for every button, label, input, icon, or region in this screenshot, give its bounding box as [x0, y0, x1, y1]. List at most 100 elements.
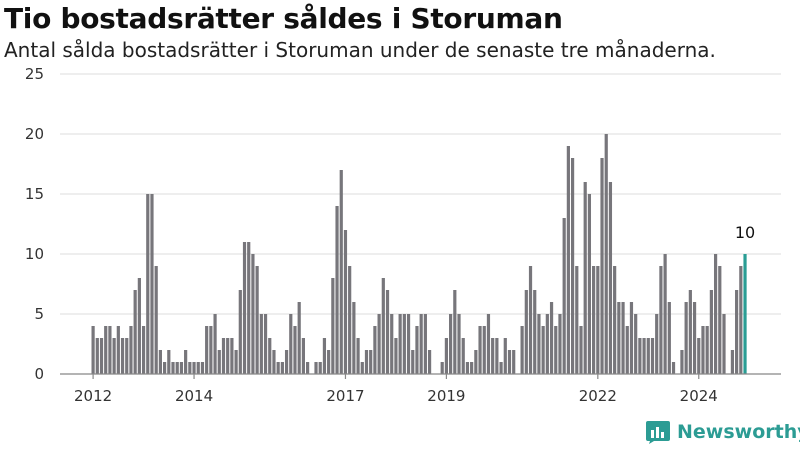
- bar: [482, 326, 486, 374]
- bar: [137, 278, 141, 374]
- x-tick-label: 2014: [175, 387, 213, 405]
- bar: [596, 266, 600, 374]
- bar: [709, 290, 713, 374]
- bar: [562, 218, 566, 374]
- chart-title: Tio bostadsrätter såldes i Storuman: [4, 2, 563, 35]
- bar: [394, 338, 398, 374]
- bar: [688, 290, 692, 374]
- bar: [705, 326, 709, 374]
- bar: [692, 302, 697, 374]
- bar: [184, 350, 188, 374]
- bar: [196, 362, 200, 374]
- y-tick-label: 15: [25, 185, 44, 203]
- bar: [533, 290, 537, 374]
- bar: [655, 314, 659, 374]
- bar: [566, 146, 570, 374]
- bar: [133, 290, 137, 374]
- bar: [713, 254, 718, 374]
- bar: [293, 326, 297, 374]
- bar: [95, 338, 99, 374]
- bar: [364, 350, 369, 374]
- bar: [592, 266, 596, 374]
- bar: [507, 350, 512, 374]
- brand-logo: Newsworthy: [645, 419, 800, 445]
- bar: [570, 158, 575, 374]
- bar: [242, 242, 247, 374]
- bar: [238, 290, 242, 374]
- bar: [503, 338, 507, 374]
- bar: [179, 362, 184, 374]
- bar: [406, 314, 411, 374]
- bar: [739, 266, 743, 374]
- bar: [423, 314, 427, 374]
- bar: [415, 326, 419, 374]
- bar: [343, 230, 348, 374]
- bar: [335, 206, 339, 374]
- bar: [478, 326, 482, 374]
- bar: [352, 302, 356, 374]
- bar: [541, 326, 545, 374]
- bar: [427, 350, 432, 374]
- bar: [234, 350, 238, 374]
- bar: [213, 314, 217, 374]
- bar: [663, 254, 667, 374]
- bar: [545, 314, 549, 374]
- data-label: 10: [735, 223, 755, 242]
- bar: [520, 326, 524, 374]
- bar: [141, 326, 146, 374]
- bar: [200, 362, 205, 374]
- bar: [108, 326, 112, 374]
- bar: [377, 314, 381, 374]
- bar: [629, 302, 634, 374]
- bar: [327, 350, 331, 374]
- bar: [217, 350, 221, 374]
- bar: [735, 290, 739, 374]
- bar: [192, 362, 196, 374]
- bar: [112, 338, 116, 374]
- bar: [613, 266, 617, 374]
- x-tick-label: 2017: [326, 387, 364, 405]
- bar: [680, 350, 684, 374]
- bar: [314, 362, 318, 374]
- bar: [289, 314, 293, 374]
- bar: [99, 338, 104, 374]
- bar: [512, 350, 516, 374]
- bar: [91, 326, 95, 374]
- bar: [125, 338, 129, 374]
- bar: [625, 326, 629, 374]
- bar: [667, 302, 671, 374]
- x-tick-label: 2024: [680, 387, 718, 405]
- bar: [444, 338, 449, 374]
- y-tick-label: 20: [25, 125, 44, 143]
- bar: [457, 314, 461, 374]
- bar: [390, 314, 394, 374]
- bar: [549, 302, 554, 374]
- bar: [697, 338, 701, 374]
- bar: [537, 314, 541, 374]
- bar: [499, 362, 503, 374]
- bar: [402, 314, 406, 374]
- bar: [465, 362, 470, 374]
- bar: [461, 338, 465, 374]
- bar: [684, 302, 688, 374]
- bar: [411, 350, 415, 374]
- bar: [171, 362, 175, 374]
- bar: [339, 170, 343, 374]
- bar: [398, 314, 402, 374]
- bar: [297, 302, 301, 374]
- bar: [621, 302, 625, 374]
- y-tick-label: 10: [25, 245, 44, 263]
- bar: [272, 350, 276, 374]
- bar: [255, 266, 259, 374]
- bar: [440, 362, 444, 374]
- bar: [722, 314, 726, 374]
- x-tick-label: 2012: [74, 387, 112, 405]
- bar: [322, 338, 327, 374]
- bar: [743, 254, 747, 374]
- bar: [360, 362, 364, 374]
- bar: [175, 362, 179, 374]
- bar: [449, 314, 453, 374]
- y-tick-label: 0: [34, 365, 44, 383]
- bar: [221, 338, 226, 374]
